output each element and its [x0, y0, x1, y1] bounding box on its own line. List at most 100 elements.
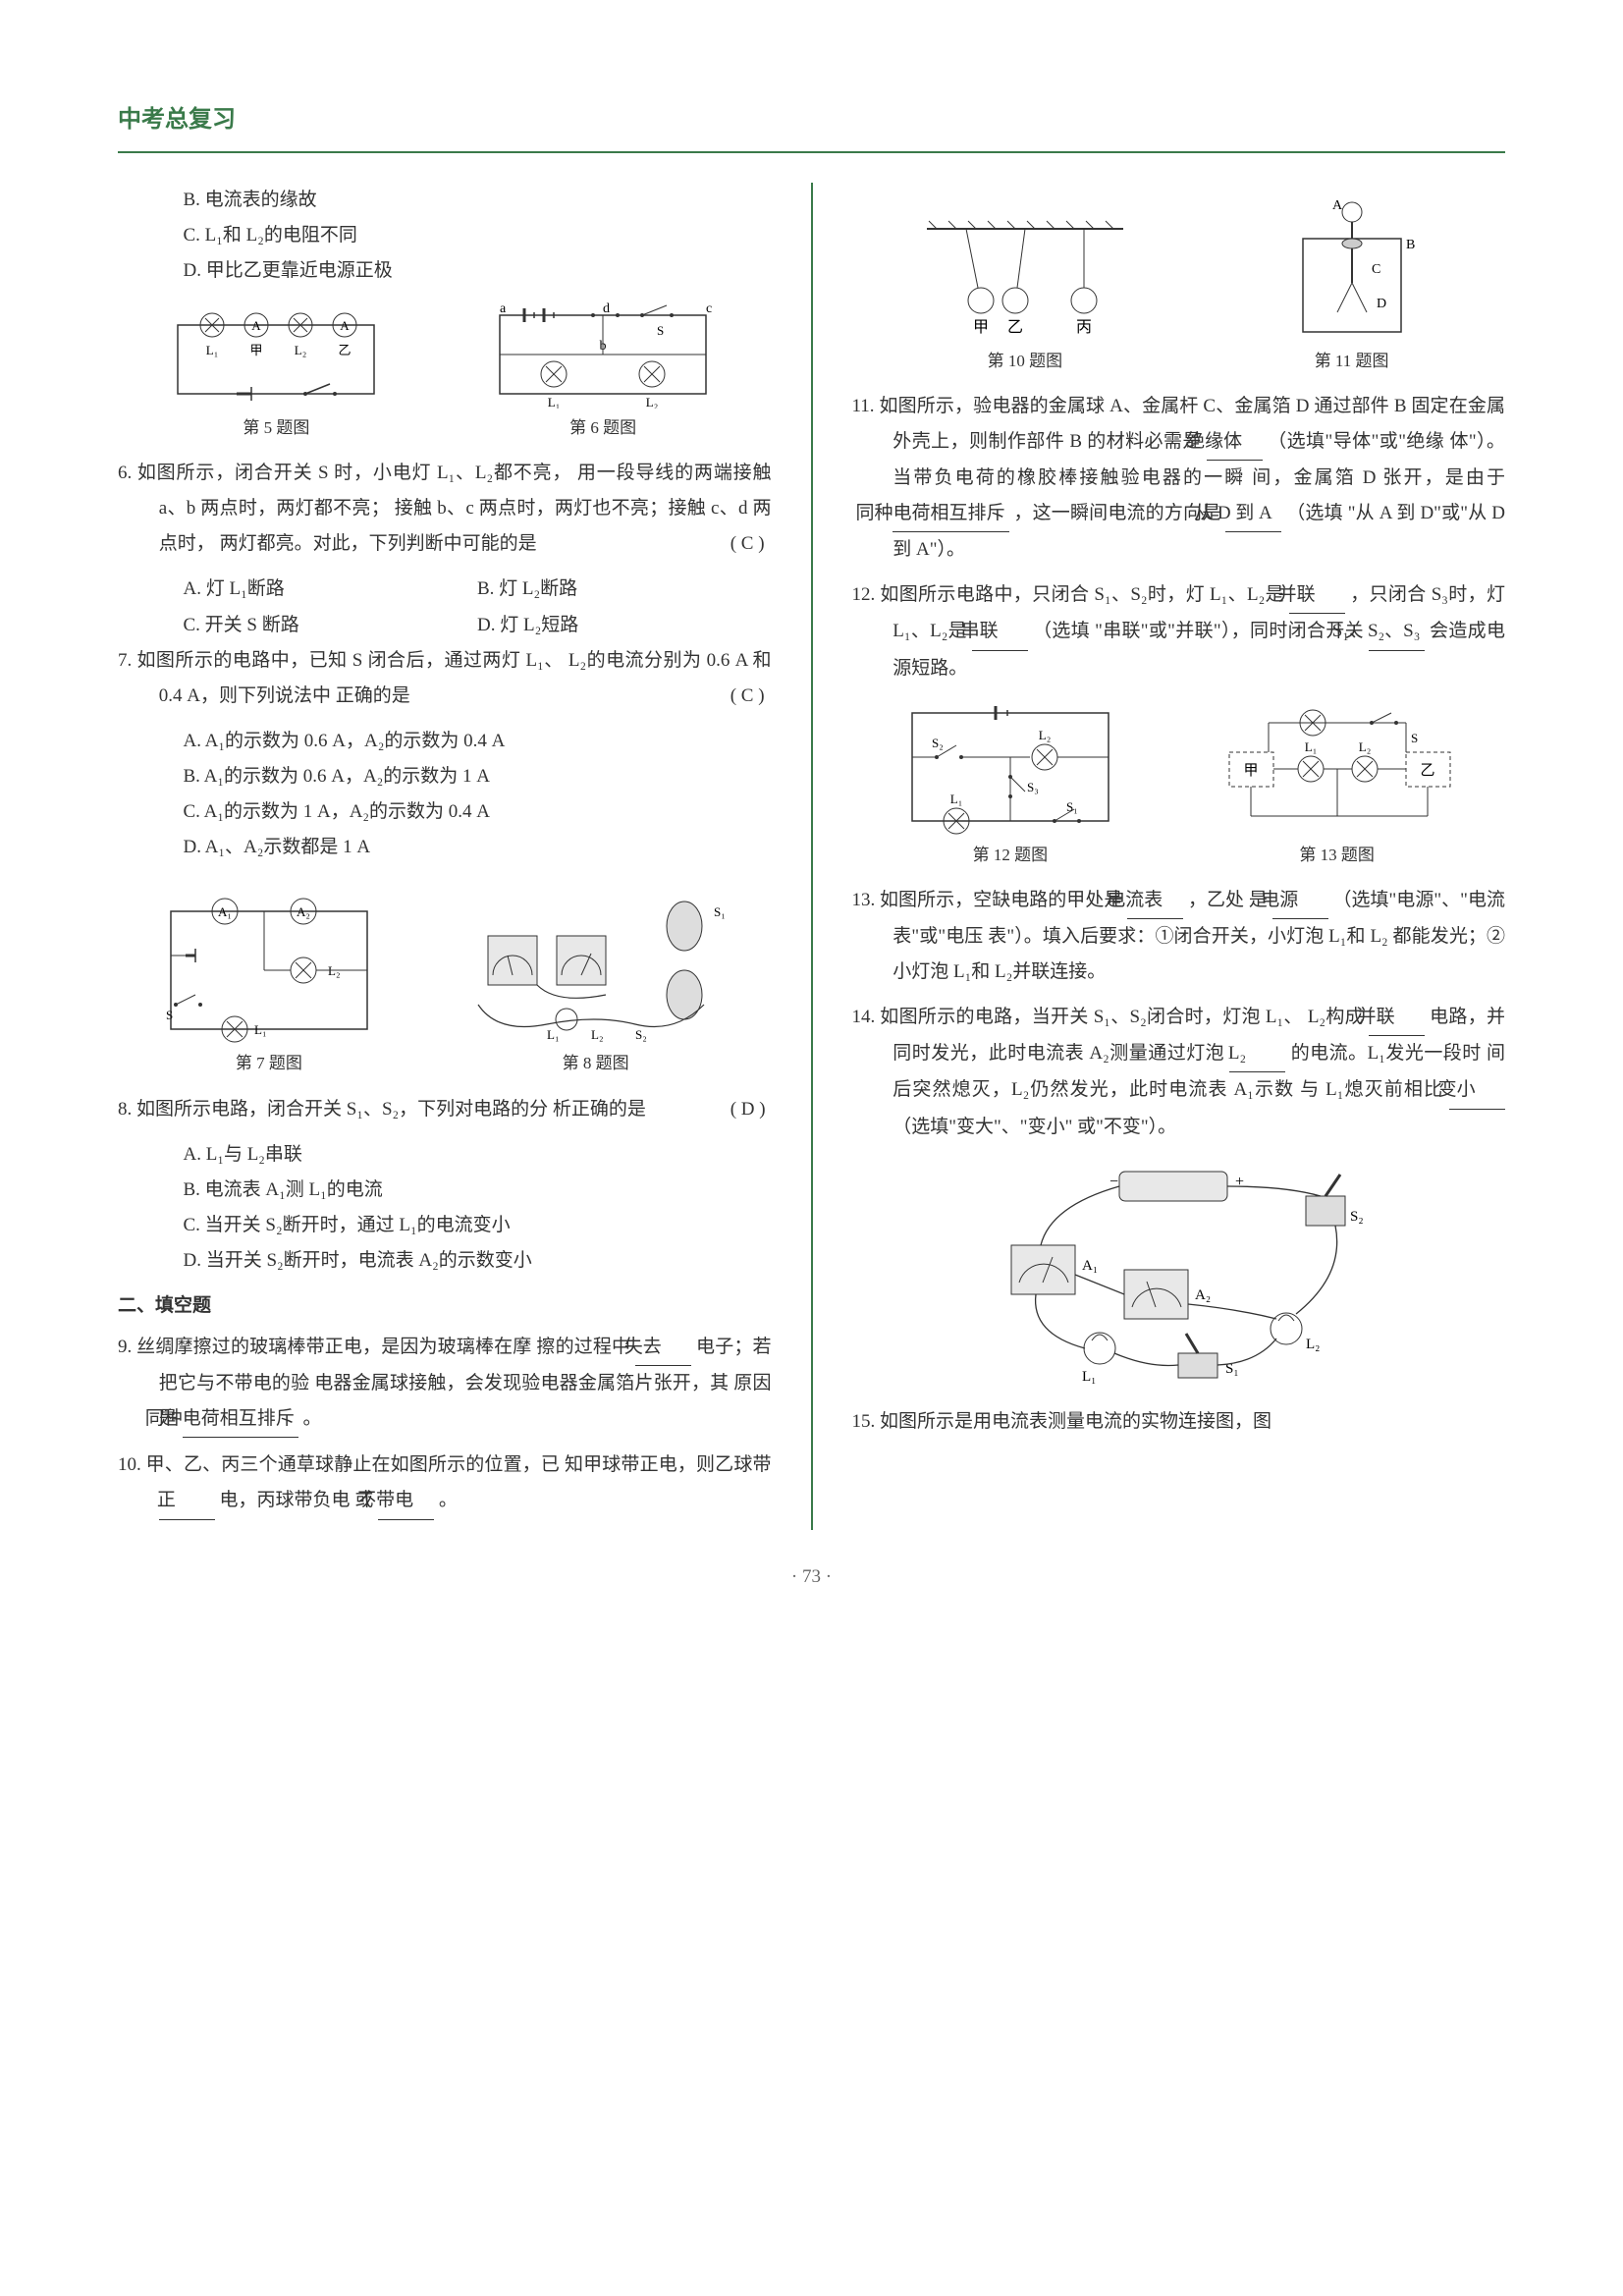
- fig12-caption: 第 12 题图: [897, 840, 1123, 871]
- circuit-fig13-icon: S 甲 乙 L₁ L₂: [1215, 708, 1460, 836]
- svg-text:L₁: L₁: [1082, 1369, 1096, 1385]
- figure-14: −+ S₂ A₁ A₂ L₁ L₂ S₁: [852, 1157, 1506, 1393]
- page-number: · 73 ·: [118, 1559, 1505, 1595]
- svg-text:D: D: [1377, 297, 1386, 311]
- q11-ans3: 从 D 到 A: [1225, 496, 1281, 532]
- figure-8: S₁ S₂ L₁ L₂ 第 8 题图: [459, 877, 733, 1079]
- svg-text:+: +: [1235, 1174, 1244, 1190]
- q11-line5a: 间，金属箔 D 张开，是由于: [1252, 467, 1505, 488]
- q13-line1a: 13. 如图所示，空缺电路的甲处是: [852, 890, 1123, 910]
- q6-opt-c: C. 开关 S 断路: [184, 608, 478, 643]
- q12-line1a: 12. 如图所示电路中，只闭合 S₁、S₂时，灯 L₁、L₂是: [852, 584, 1284, 605]
- q6-line1: 6. 如图所示，闭合开关 S 时，小电灯 L₁、L₂都不亮，: [118, 463, 571, 483]
- section-2-heading: 二、填空题: [118, 1288, 772, 1324]
- q14-line5b: （选填"变大"、"变小": [893, 1117, 1072, 1137]
- q6-opt-d: D. 灯 L₂短路: [477, 608, 772, 643]
- q8-line2: 析正确的是: [553, 1099, 646, 1120]
- svg-text:L₂: L₂: [1039, 728, 1051, 742]
- q6-stem: 6. 如图所示，闭合开关 S 时，小电灯 L₁、L₂都不亮， 用一段导线的两端接…: [118, 456, 772, 562]
- q11-ans1: 绝缘体: [1207, 424, 1263, 461]
- svg-text:A: A: [252, 318, 262, 333]
- svg-text:c: c: [706, 301, 712, 316]
- svg-text:L₂: L₂: [1358, 739, 1370, 754]
- svg-text:S₂: S₂: [932, 736, 944, 750]
- q9-ans2: 同种电荷相互排斥: [183, 1401, 298, 1438]
- q14-ans1: 并联: [1369, 1000, 1425, 1036]
- fig5-caption: 第 5 题图: [168, 412, 384, 444]
- svg-text:d: d: [603, 301, 610, 316]
- figures-7-8: A₁ A₂ L₂ S L₁ 第 7 题图: [118, 877, 772, 1079]
- svg-text:L₁: L₁: [950, 792, 962, 806]
- electroscope-fig11-icon: A B C D: [1264, 194, 1440, 342]
- figure-12: S₂ L₂ S₃ L₁ S₁ 第 12 题图: [897, 698, 1123, 871]
- q11-line6b: （选填: [1286, 503, 1343, 523]
- fig8-caption: 第 8 题图: [459, 1048, 733, 1079]
- figures-5-6: L₁ A 甲 L₂ A 乙 第 5 题图: [118, 301, 772, 444]
- circuit-fig14-icon: −+ S₂ A₁ A₂ L₁ L₂ S₁: [972, 1157, 1384, 1393]
- q10-ans1: 正: [159, 1483, 215, 1519]
- svg-text:L₂: L₂: [1306, 1337, 1320, 1352]
- q6-opts-ab: A. 灯 L₁断路 B. 灯 L₂断路: [118, 572, 772, 607]
- q5-opt-c: C. L₁和 L₂的电阻不同: [118, 218, 772, 253]
- svg-text:A: A: [1332, 198, 1343, 213]
- q14-line3b: 的电流。L₁发光一段时: [1291, 1043, 1482, 1064]
- svg-text:L₂: L₂: [591, 1027, 603, 1042]
- svg-text:b: b: [600, 339, 607, 354]
- q8-stem: 8. 如图所示电路，闭合开关 S₁、S₂，下列对电路的分 析正确的是 ( D ): [118, 1092, 772, 1127]
- circuit-fig7-icon: A₁ A₂ L₂ S L₁: [156, 897, 382, 1044]
- q10-line1: 10. 甲、乙、丙三个通草球静止在如图所示的位置，已: [118, 1454, 560, 1475]
- figure-5: L₁ A 甲 L₂ A 乙 第 5 题图: [168, 310, 384, 444]
- q5-opt-b: B. 电流表的缘故: [118, 183, 772, 218]
- pendulum-fig10-icon: 甲 乙 丙: [917, 214, 1133, 342]
- figure-7: A₁ A₂ L₂ S L₁ 第 7 题图: [156, 897, 382, 1079]
- svg-text:L₂: L₂: [646, 395, 658, 409]
- q8-opt-b: B. 电流表 A₁测 L₁的电流: [118, 1173, 772, 1208]
- two-column-layout: B. 电流表的缘故 C. L₁和 L₂的电阻不同 D. 甲比乙更靠近电源正极 L…: [118, 183, 1505, 1530]
- left-column: B. 电流表的缘故 C. L₁和 L₂的电阻不同 D. 甲比乙更靠近电源正极 L…: [118, 183, 772, 1530]
- figure-6: a d c S L₁ b L₂ 第 6 题图: [485, 301, 721, 444]
- q13-line3: 表"）。填入后要求：①闭合开关，小灯泡 L₁和 L₂: [988, 926, 1387, 947]
- q8-opt-a: A. L₁与 L₂串联: [118, 1137, 772, 1173]
- q9-line2a: 擦的过程中: [536, 1337, 630, 1357]
- q9-line3: 电器金属球接触，会发现验电器金属箔片张开，其: [314, 1373, 729, 1394]
- q13-line1b: ，乙处: [1188, 890, 1244, 910]
- fig6-caption: 第 6 题图: [485, 412, 721, 444]
- svg-text:乙: 乙: [1420, 763, 1434, 779]
- q7-opt-c: C. A₁的示数为 1 A，A₂的示数为 0.4 A: [118, 794, 772, 830]
- q12-ans1: 并联: [1289, 577, 1345, 614]
- svg-text:a: a: [500, 301, 507, 316]
- q7-stem: 7. 如图所示的电路中，已知 S 闭合后，通过两灯 L₁、 L₂的电流分别为 0…: [118, 643, 772, 714]
- q9-line1: 9. 丝绸摩擦过的玻璃棒带正电，是因为玻璃棒在摩: [118, 1337, 531, 1357]
- q9-line4b: 。: [303, 1408, 322, 1429]
- fig11-caption: 第 11 题图: [1264, 346, 1440, 377]
- figure-10: 甲 乙 丙 第 10 题图: [917, 214, 1133, 377]
- figure-13: S 甲 乙 L₁ L₂ 第 13 题图: [1215, 708, 1460, 871]
- q12: 12. 如图所示电路中，只闭合 S₁、S₂时，灯 L₁、L₂是 并联 ，只闭合 …: [852, 577, 1506, 685]
- svg-text:L₁: L₁: [1304, 739, 1316, 754]
- q7-line1: 7. 如图所示的电路中，已知 S 闭合后，通过两灯 L₁、: [118, 650, 564, 671]
- q11-line3a: 的材料必需是: [1087, 431, 1202, 452]
- q11-ans2: 同种电荷相互排斥: [893, 496, 1008, 532]
- figure-11: A B C D 第 11 题图: [1264, 194, 1440, 377]
- q8-line1: 8. 如图所示电路，闭合开关 S₁、S₂，下列对电路的分: [118, 1099, 548, 1120]
- q10-ans2: 不带电: [378, 1483, 434, 1519]
- svg-text:A₂: A₂: [297, 904, 310, 919]
- q11-line1: 11. 如图所示，验电器的金属球 A、金属杆 C、金属箔: [852, 396, 1291, 416]
- svg-text:S₁: S₁: [714, 904, 726, 919]
- right-column: 甲 乙 丙 第 10 题图 A B C D: [852, 183, 1506, 1530]
- svg-text:乙: 乙: [1007, 319, 1023, 336]
- q12-line3a: "串联"或"并联"），同时闭合开关: [1095, 621, 1364, 641]
- q10-line2a: 知甲球带正电，则乙球带: [565, 1454, 772, 1475]
- q14-line3a: A₂测量通过灯泡: [1089, 1043, 1224, 1064]
- svg-text:S₁: S₁: [1066, 799, 1078, 814]
- q13: 13. 如图所示，空缺电路的甲处是 电流表 ，乙处 是 电源 （选填"电源"、"…: [852, 883, 1506, 990]
- svg-text:S₂: S₂: [1350, 1209, 1364, 1225]
- svg-text:甲: 甲: [1243, 763, 1258, 779]
- svg-text:丙: 丙: [1076, 319, 1092, 336]
- svg-text:A: A: [341, 318, 351, 333]
- q12-ans3: S₁、S₂、S₃: [1369, 614, 1425, 650]
- q11: 11. 如图所示，验电器的金属球 A、金属杆 C、金属箔 D 通过部件 B 固定…: [852, 389, 1506, 568]
- q10-line2b: 电，丙球带负电: [220, 1490, 351, 1510]
- fig10-caption: 第 10 题图: [917, 346, 1133, 377]
- q12-line2b: （选填: [1033, 621, 1090, 641]
